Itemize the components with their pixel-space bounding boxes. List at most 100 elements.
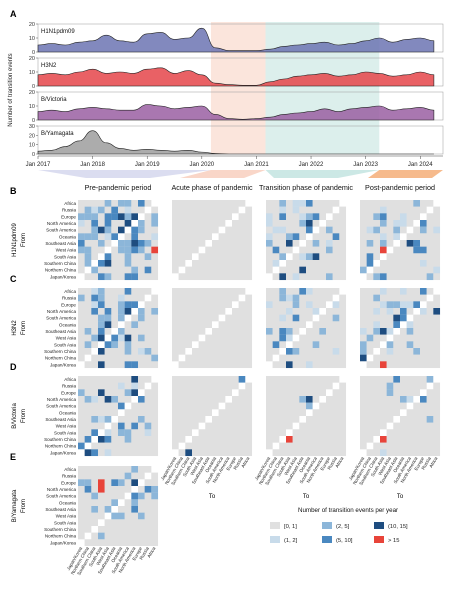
- heatmap-cell: [138, 220, 145, 227]
- heatmap-cell: [151, 499, 159, 507]
- heatmap-cell: [386, 213, 394, 221]
- heatmap-cell: [84, 422, 92, 430]
- heatmap-cell: [111, 240, 119, 247]
- heatmap-cell: [360, 436, 367, 443]
- heatmap-cell: [299, 361, 307, 369]
- heatmap-cell: [205, 328, 213, 335]
- heatmap-cell: [266, 321, 273, 329]
- heatmap-cell: [78, 486, 85, 493]
- heatmap-cell: [245, 429, 253, 437]
- heatmap-cell: [131, 328, 139, 335]
- period-funnel-3: [368, 170, 443, 178]
- heatmap-cell: [205, 266, 213, 274]
- heatmap-cell: [245, 240, 253, 247]
- heatmap-cell: [339, 213, 347, 221]
- heatmap-cell: [124, 512, 132, 520]
- heatmap-cell: [420, 200, 427, 207]
- heatmap-cell: [380, 341, 387, 349]
- heatmap-cell: [386, 328, 394, 335]
- heatmap-cell: [366, 429, 374, 437]
- heatmap-cell: [111, 233, 119, 241]
- heatmap-cell: [373, 361, 381, 369]
- heatmap-cell: [178, 449, 186, 457]
- heatmap-cell: [138, 492, 145, 500]
- heatmap-cell: [306, 308, 313, 315]
- heatmap-cell: [104, 526, 112, 533]
- heatmap-cell: [266, 442, 273, 450]
- heatmap-cell: [433, 361, 441, 369]
- heatmap-cell: [225, 376, 233, 383]
- heatmap-cell: [185, 301, 193, 309]
- heatmap-cell: [144, 526, 152, 533]
- heatmap-cell: [245, 449, 253, 457]
- heatmap-cell: [84, 354, 92, 362]
- heatmap-cell: [232, 328, 239, 335]
- heatmap-cell: [299, 402, 307, 410]
- col-label: Russia: [139, 546, 151, 561]
- heatmap-cell: [373, 240, 381, 247]
- heatmap-cell: [212, 321, 219, 329]
- heatmap-cell: [138, 213, 145, 221]
- heatmap-cell: [332, 382, 340, 390]
- heatmap-cell: [279, 266, 287, 274]
- heatmap-cell: [124, 506, 132, 513]
- row-label: South Asia: [54, 430, 76, 435]
- heatmap-cell: [212, 449, 219, 457]
- heatmap-cell: [104, 301, 112, 309]
- heatmap-cell: [98, 328, 105, 335]
- heatmap-cell: [111, 361, 119, 369]
- heatmap-cell: [332, 409, 340, 417]
- heatmap-cell: [299, 233, 307, 241]
- heatmap-cell: [205, 314, 213, 322]
- heatmap-cell: [360, 416, 367, 423]
- heatmap-cell: [104, 233, 112, 241]
- heatmap-cell: [373, 416, 381, 423]
- heatmap-cell: [84, 308, 92, 315]
- heatmap-cell: [292, 422, 300, 430]
- heatmap-cell: [131, 220, 139, 227]
- heatmap-cell: [406, 402, 414, 410]
- heatmap-cell: [198, 308, 206, 315]
- heatmap-cell: [232, 220, 239, 227]
- y-tick-label: 0: [32, 152, 35, 158]
- row-label: South Asia: [54, 342, 76, 347]
- heatmap-cell: [238, 449, 246, 457]
- heatmap-cell: [84, 341, 92, 349]
- heatmap-cell: [373, 226, 381, 234]
- heatmap-cell: [286, 220, 293, 227]
- heatmap-cell: [111, 539, 119, 547]
- heatmap-cell: [272, 220, 280, 227]
- heatmap-cell: [426, 220, 434, 227]
- heatmap-cell: [118, 466, 125, 473]
- heatmap-cell: [380, 246, 387, 254]
- heatmap-cell: [138, 253, 145, 261]
- heatmap-cell: [292, 402, 300, 410]
- heatmap-cell: [360, 246, 367, 254]
- heatmap-cell: [144, 532, 152, 540]
- heatmap-cell: [373, 442, 381, 450]
- heatmap-cell: [172, 442, 179, 450]
- heatmap-cell: [118, 402, 125, 410]
- heatmap-cell: [312, 409, 320, 417]
- heatmap-cell: [84, 328, 92, 335]
- heatmap-cell: [292, 200, 300, 207]
- heatmap-cell: [104, 314, 112, 322]
- heatmap-cell: [104, 422, 112, 430]
- heatmap-cell: [272, 294, 280, 302]
- heatmap-cell: [225, 429, 233, 437]
- heatmap-cell: [238, 253, 246, 261]
- heatmap-cell: [192, 321, 199, 329]
- heatmap-cell: [84, 376, 92, 383]
- heatmap-cell: [360, 348, 367, 355]
- heatmap-cell: [245, 389, 253, 397]
- heatmap-cell: [332, 354, 340, 362]
- heatmap-cell: [433, 246, 441, 254]
- heatmap-cell: [426, 376, 434, 383]
- heatmap-cell: [111, 512, 119, 520]
- heatmap-cell: [218, 436, 226, 443]
- heatmap-cell: [386, 321, 394, 329]
- heatmap-cell: [306, 226, 313, 234]
- heatmap-cell: [339, 429, 347, 437]
- heatmap-cell: [131, 506, 139, 513]
- y-tick-label: 10: [29, 36, 35, 42]
